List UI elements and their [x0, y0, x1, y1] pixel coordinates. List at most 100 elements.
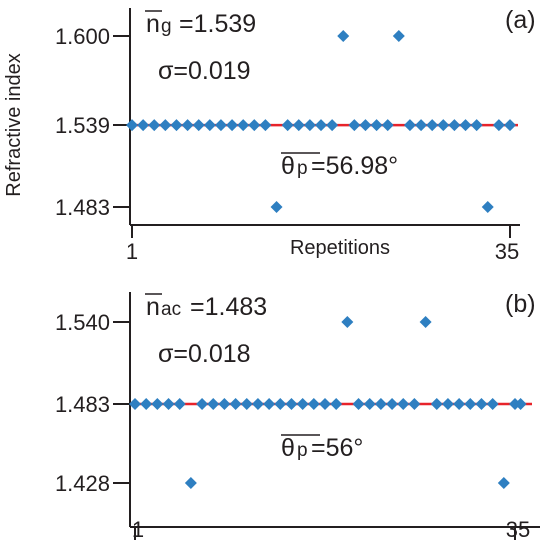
data-point-b-19	[330, 397, 343, 410]
data-point-a-10	[226, 119, 239, 132]
panel-label-a: (a)	[505, 6, 536, 34]
data-point-a-14	[270, 201, 283, 213]
panel-a: Refractive index 1.600 1.539 1.483 1 35 …	[3, 6, 536, 264]
data-point-a-7	[192, 119, 205, 132]
data-point-a-15	[281, 119, 294, 132]
data-point-b-24	[386, 397, 399, 410]
data-point-b-25	[397, 397, 410, 410]
data-point-a-2	[137, 119, 150, 132]
data-point-b-12	[251, 397, 264, 410]
markers-b	[129, 316, 527, 489]
data-point-b-32	[475, 397, 488, 410]
data-point-b-8	[207, 397, 220, 410]
data-point-a-25	[392, 30, 405, 42]
data-point-a-30	[448, 119, 461, 132]
x-tick-label-b-35: 35	[506, 517, 530, 542]
y-tick-label-a-1483: 1.483	[55, 195, 110, 220]
data-point-b-11	[240, 397, 253, 410]
x-tick-label-a-1: 1	[126, 239, 138, 264]
data-point-a-12	[248, 119, 261, 132]
data-point-b-3	[151, 397, 164, 410]
data-point-b-29	[441, 397, 454, 410]
data-point-b-15	[285, 397, 298, 410]
panel-label-b: (b)	[505, 290, 536, 318]
data-point-a-35	[504, 119, 516, 132]
data-point-b-33	[486, 397, 499, 410]
data-point-b-1	[129, 397, 141, 410]
theta-value-a: =56.98°	[311, 152, 398, 180]
data-point-a-24	[381, 119, 394, 132]
data-point-a-34	[492, 119, 505, 132]
data-point-a-1	[126, 119, 138, 132]
mean-value-a: =1.539	[179, 10, 256, 38]
mean-symbol-b: n	[146, 293, 160, 321]
y-tick-label-b-1483: 1.483	[55, 392, 110, 417]
data-point-a-23	[370, 119, 383, 132]
data-point-a-13	[259, 119, 272, 132]
sigma-a: σ=0.019	[158, 57, 251, 85]
data-point-a-20	[337, 30, 350, 42]
theta-sub-a: p	[297, 158, 308, 179]
data-point-a-6	[181, 119, 194, 132]
data-point-a-16	[292, 119, 305, 132]
data-point-b-10	[229, 397, 242, 410]
data-point-a-5	[170, 119, 183, 132]
theta-value-b: =56°	[311, 434, 363, 462]
data-point-b-27	[419, 316, 432, 328]
data-point-b-9	[218, 397, 231, 410]
data-point-b-4	[162, 397, 175, 410]
data-point-b-18	[319, 397, 331, 410]
data-point-a-33	[481, 201, 494, 213]
theta-symbol-a: θ	[281, 152, 295, 180]
x-tick-label-b-1: 1	[132, 517, 144, 542]
y-axis-label-a: Refractive index	[3, 53, 25, 196]
data-point-b-7	[196, 397, 209, 410]
data-point-b-30	[453, 397, 466, 410]
data-point-b-13	[263, 397, 276, 410]
data-point-a-26	[403, 119, 416, 132]
data-point-a-32	[470, 119, 483, 132]
data-point-b-21	[352, 397, 365, 410]
theta-symbol-b: θ	[281, 434, 295, 462]
data-point-b-34	[497, 477, 510, 489]
mean-symbol-a: n	[146, 10, 160, 38]
y-tick-label-b-1540: 1.540	[55, 310, 110, 335]
data-point-a-31	[459, 119, 472, 132]
panel-b: 1.540 1.483 1.428 1 35 (b) n ac =1.483 σ…	[55, 290, 540, 542]
data-point-a-4	[159, 119, 172, 132]
theta-sub-b: p	[297, 440, 308, 461]
y-tick-label-b-1428: 1.428	[55, 471, 110, 496]
data-point-b-2	[140, 397, 153, 410]
data-point-b-20	[341, 316, 354, 328]
data-point-a-21	[348, 119, 361, 132]
mean-sub-a: g	[161, 16, 172, 37]
data-point-a-28	[426, 119, 439, 132]
data-point-a-8	[203, 119, 216, 132]
markers-a	[126, 30, 516, 213]
data-point-a-17	[303, 119, 316, 132]
y-tick-label-a-1539: 1.539	[55, 113, 110, 138]
data-point-a-18	[315, 119, 327, 132]
data-point-b-5	[173, 397, 186, 410]
data-point-b-22	[363, 397, 376, 410]
data-point-b-31	[464, 397, 477, 410]
mean-value-b: =1.483	[190, 293, 267, 321]
data-point-b-14	[274, 397, 287, 410]
data-point-a-29	[437, 119, 450, 132]
y-tick-label-a-1600: 1.600	[55, 24, 110, 49]
sigma-b: σ=0.018	[158, 340, 251, 368]
mean-sub-b: ac	[161, 299, 181, 320]
data-point-b-36	[514, 397, 527, 410]
x-tick-label-a-35: 35	[495, 239, 519, 264]
data-point-a-27	[415, 119, 428, 132]
data-point-a-22	[359, 119, 372, 132]
data-point-a-9	[214, 119, 227, 132]
data-point-b-17	[307, 397, 320, 410]
x-axis-label-a: Repetitions	[290, 237, 390, 259]
data-point-b-6	[184, 477, 197, 489]
data-point-a-19	[326, 119, 339, 132]
data-point-b-26	[408, 397, 421, 410]
data-point-b-23	[374, 397, 387, 410]
data-point-b-16	[296, 397, 309, 410]
